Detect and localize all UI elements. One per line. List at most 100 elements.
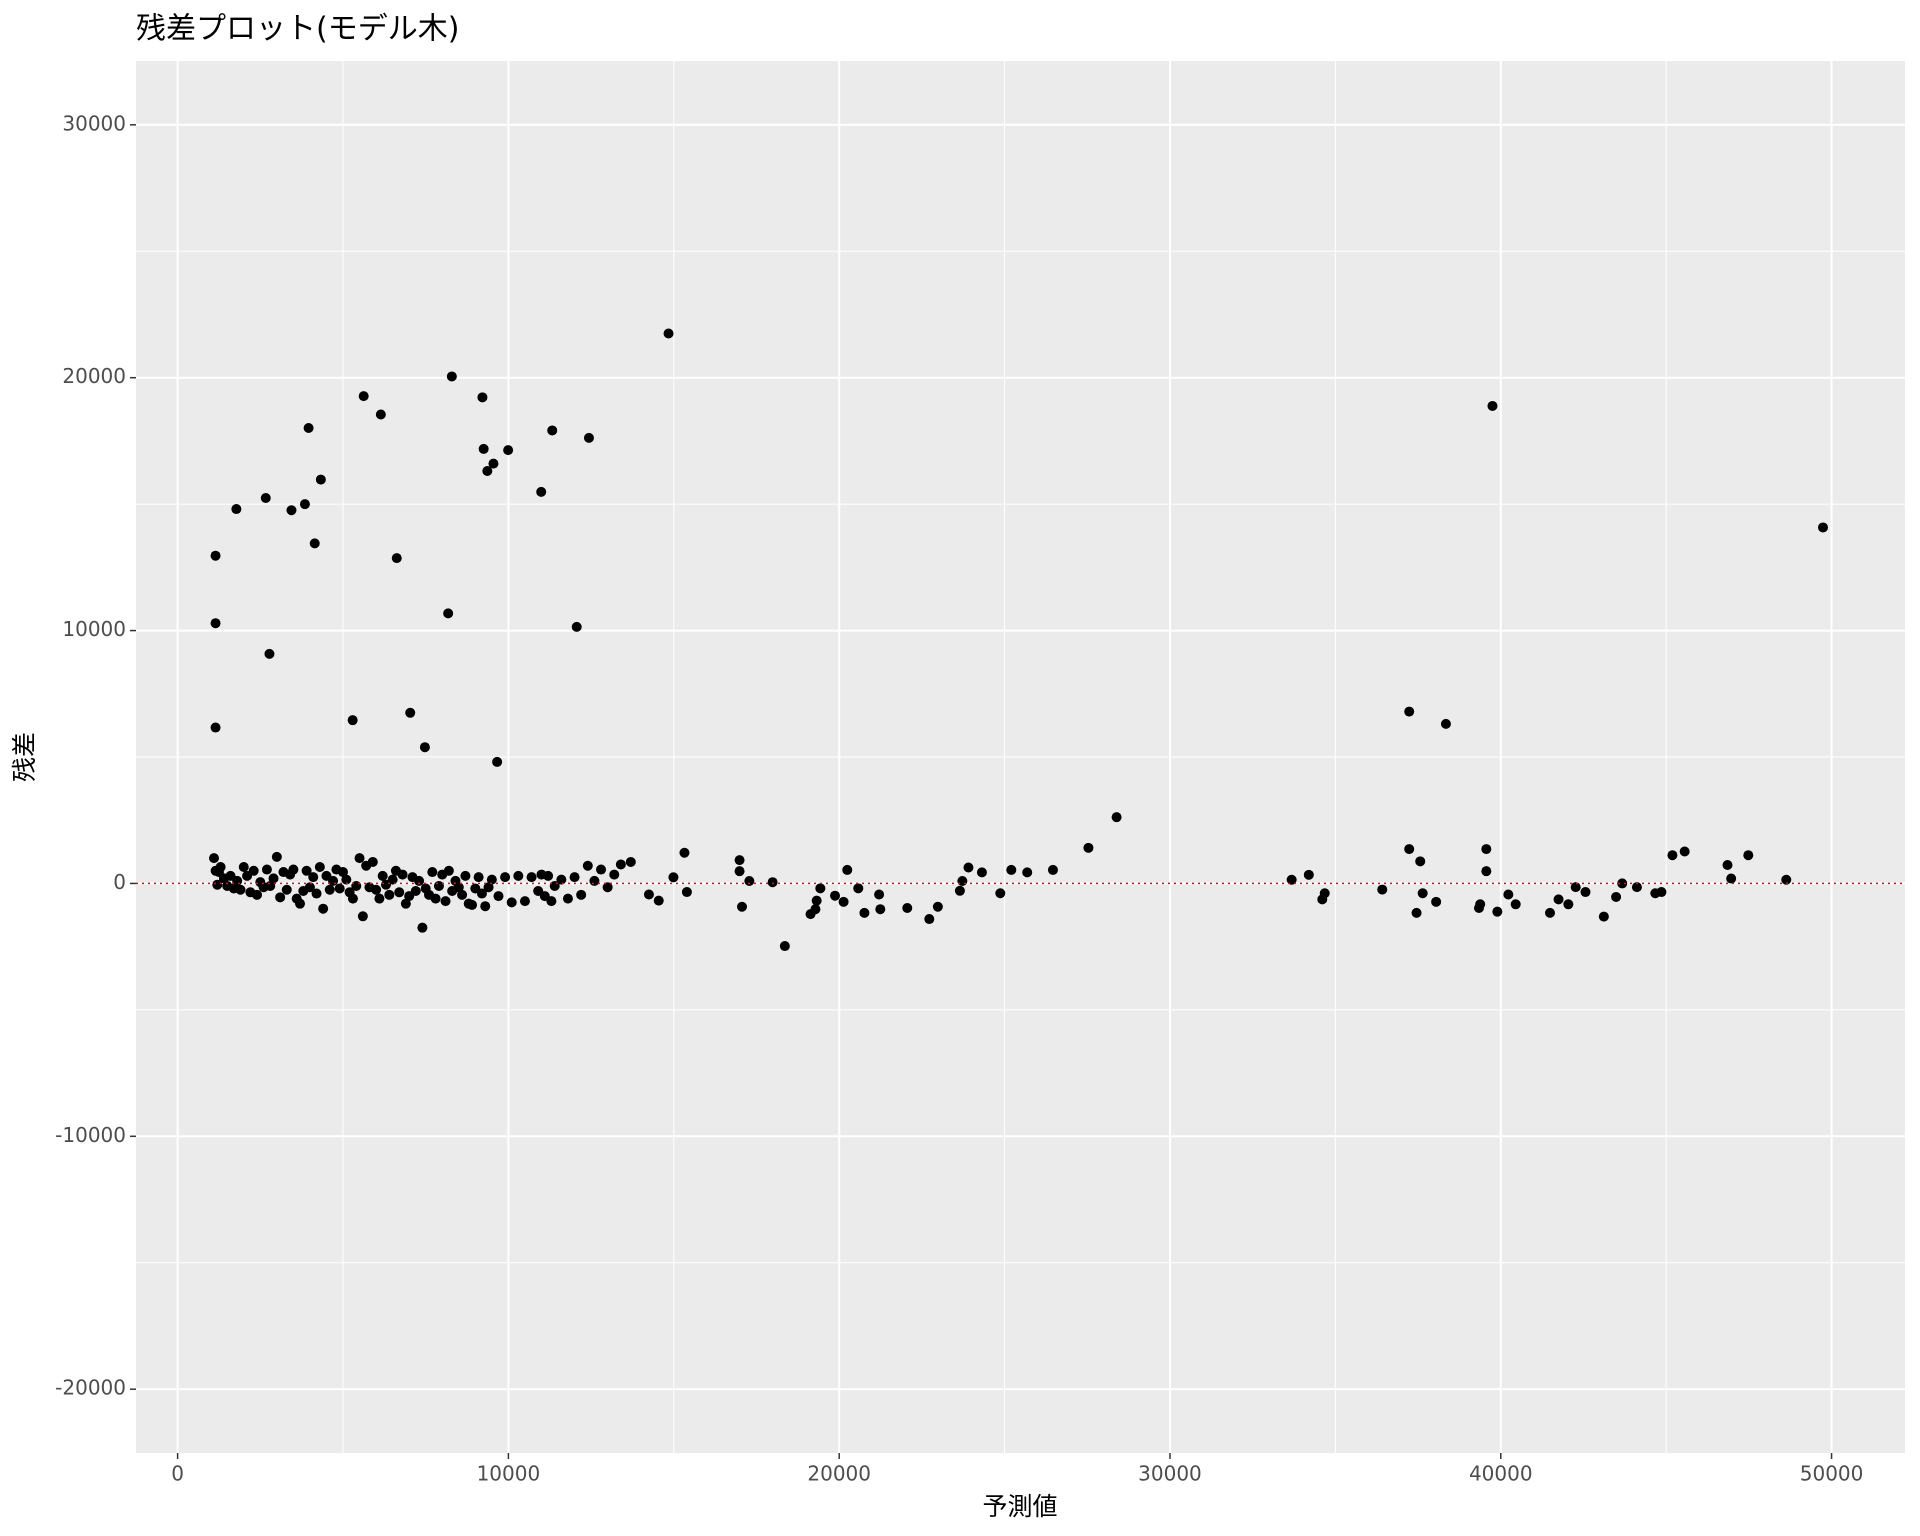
data-point (303, 423, 314, 434)
data-point (334, 883, 345, 894)
data-point (264, 648, 275, 659)
data-point (477, 392, 488, 403)
data-point (394, 887, 405, 898)
data-point (1404, 844, 1415, 855)
data-point (506, 897, 517, 908)
data-point (478, 443, 489, 454)
data-point (387, 874, 398, 885)
y-axis-title: 残差 (10, 732, 39, 782)
data-point (482, 465, 493, 476)
chart-title: 残差プロット(モデル木) (136, 12, 459, 47)
data-point (859, 907, 870, 918)
y-tick-label: 0 (113, 870, 126, 894)
data-point (1679, 846, 1690, 857)
data-point (443, 865, 454, 876)
data-point (543, 870, 554, 881)
data-point (1417, 888, 1428, 899)
data-point (767, 877, 778, 888)
data-point (924, 914, 935, 925)
data-point (957, 875, 968, 886)
data-point (1598, 911, 1609, 922)
data-point (995, 888, 1006, 899)
data-point (1487, 400, 1498, 411)
data-point (324, 884, 335, 895)
data-point (414, 875, 425, 886)
data-point (1286, 874, 1297, 885)
data-point (1667, 850, 1678, 861)
data-point (1570, 882, 1581, 893)
data-point (976, 867, 987, 878)
data-point (932, 901, 943, 912)
x-tick-label: 50000 (1800, 1462, 1864, 1486)
data-point (467, 899, 478, 910)
data-point (815, 883, 826, 894)
data-point (397, 869, 408, 880)
data-point (231, 504, 242, 515)
data-point (351, 880, 362, 891)
data-point (212, 879, 223, 890)
data-point (268, 873, 279, 884)
data-point (1377, 884, 1388, 895)
data-point (1475, 899, 1486, 910)
data-point (377, 870, 388, 881)
data-point (1083, 842, 1094, 853)
data-point (328, 875, 339, 886)
data-point (446, 371, 457, 382)
data-point (1415, 856, 1426, 867)
data-point (248, 865, 259, 876)
data-point (391, 553, 402, 564)
data-point (238, 861, 249, 872)
data-point (589, 875, 600, 886)
data-point (875, 904, 886, 915)
data-point (1617, 878, 1628, 889)
data-point (338, 867, 349, 878)
data-point (1481, 844, 1492, 855)
data-point (443, 608, 454, 619)
data-point (384, 889, 395, 900)
data-point (400, 898, 411, 909)
data-point (375, 409, 386, 420)
data-point (252, 889, 263, 900)
data-point (681, 887, 692, 898)
x-tick-label: 30000 (1138, 1462, 1202, 1486)
data-point (354, 853, 365, 864)
data-point (410, 886, 421, 897)
data-point (1817, 522, 1828, 533)
data-point (309, 538, 320, 549)
data-point (838, 896, 849, 907)
data-point (295, 898, 306, 909)
x-tick-label: 40000 (1469, 1462, 1533, 1486)
data-point (235, 884, 246, 895)
data-point (663, 328, 674, 339)
data-point (314, 861, 325, 872)
data-point (653, 895, 664, 906)
x-tick-label: 10000 (477, 1462, 541, 1486)
data-point (488, 458, 499, 469)
data-point (357, 911, 368, 922)
data-point (571, 621, 582, 632)
data-point (1553, 894, 1564, 905)
data-point (811, 895, 822, 906)
data-point (1631, 882, 1642, 893)
data-point (744, 875, 755, 886)
data-point (668, 872, 679, 883)
data-point (536, 486, 547, 497)
data-point (596, 864, 607, 875)
data-point (460, 870, 471, 881)
x-tick-label: 20000 (807, 1462, 871, 1486)
data-point (367, 856, 378, 867)
data-point (419, 742, 430, 753)
data-point (286, 505, 297, 516)
y-tick-label: -20000 (55, 1376, 126, 1400)
data-point (830, 890, 841, 901)
x-axis-title: 予測値 (982, 1492, 1057, 1521)
data-point (615, 859, 626, 870)
data-point (602, 882, 613, 893)
data-point (963, 862, 974, 873)
data-point (315, 474, 326, 485)
y-tick-label: 20000 (62, 364, 126, 388)
data-point (476, 888, 487, 899)
data-point (569, 872, 580, 883)
data-point (1481, 866, 1492, 877)
data-point (1303, 869, 1314, 880)
